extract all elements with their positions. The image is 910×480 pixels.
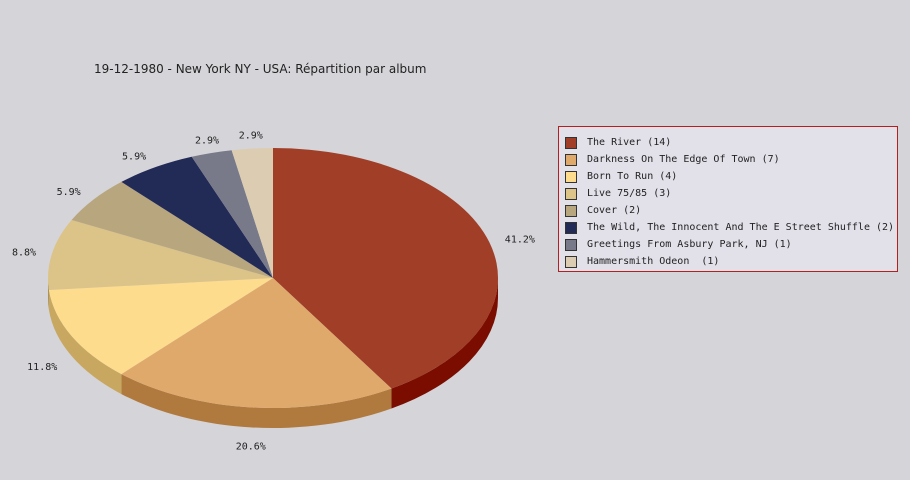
pie-slice [191, 150, 273, 278]
pie-percent-label: 5.9% [57, 187, 81, 198]
pie-percent-label: 2.9% [239, 131, 263, 142]
legend-swatch [565, 170, 577, 183]
legend-swatch [565, 204, 577, 217]
pie-slice [48, 220, 273, 290]
legend-label: Cover (2) [587, 205, 642, 216]
legend-label: Live 75/85 (3) [587, 188, 672, 199]
pie-percent-label: 41.2% [505, 235, 535, 246]
legend: The River (14) Darkness On The Edge Of To… [558, 126, 898, 272]
legend-swatch [565, 255, 577, 268]
legend-label: Greetings From Asbury Park, NJ (1) [587, 239, 792, 250]
pie-slice-side [121, 374, 392, 428]
pie-percent-label: 11.8% [27, 362, 57, 373]
legend-swatch [565, 238, 577, 251]
legend-swatch [565, 153, 577, 166]
legend-item: Hammersmith Odeon (1) [565, 253, 897, 270]
pie-slice [121, 278, 392, 408]
chart-title: 19-12-1980 - New York NY - USA: Répartit… [94, 62, 427, 76]
pie-slice-side [48, 278, 49, 310]
legend-label: Darkness On The Edge Of Town (7) [587, 154, 780, 165]
pie-percent-label: 2.9% [195, 135, 219, 146]
legend-item: Greetings From Asbury Park, NJ (1) [565, 236, 897, 253]
legend-item: The Wild, The Innocent And The E Street … [565, 219, 897, 236]
legend-label: The Wild, The Innocent And The E Street … [587, 222, 895, 233]
pie-percent-label: 20.6% [236, 441, 266, 452]
legend-item: Live 75/85 (3) [565, 185, 897, 202]
pie-slice [231, 148, 273, 278]
legend-swatch [565, 187, 577, 200]
legend-item: The River (14) [565, 134, 897, 151]
legend-swatch [565, 136, 577, 149]
pie-slice [71, 181, 273, 278]
legend-item: Darkness On The Edge Of Town (7) [565, 151, 897, 168]
legend-label: The River (14) [587, 137, 672, 148]
legend-item: Born To Run (4) [565, 168, 897, 185]
pie-slice [48, 278, 274, 375]
pie-percent-label: 8.8% [12, 248, 36, 259]
legend-item: Cover (2) [565, 202, 897, 219]
legend-label: Hammersmith Odeon (1) [587, 256, 720, 267]
legend-label: Born To Run (4) [587, 171, 678, 182]
pie-slice-side [48, 289, 122, 395]
legend-swatch [565, 221, 577, 234]
pie-slice [121, 156, 273, 278]
pie-slice [273, 148, 499, 389]
pie-percent-label: 5.9% [122, 152, 146, 163]
pie-slice-side [391, 278, 498, 409]
